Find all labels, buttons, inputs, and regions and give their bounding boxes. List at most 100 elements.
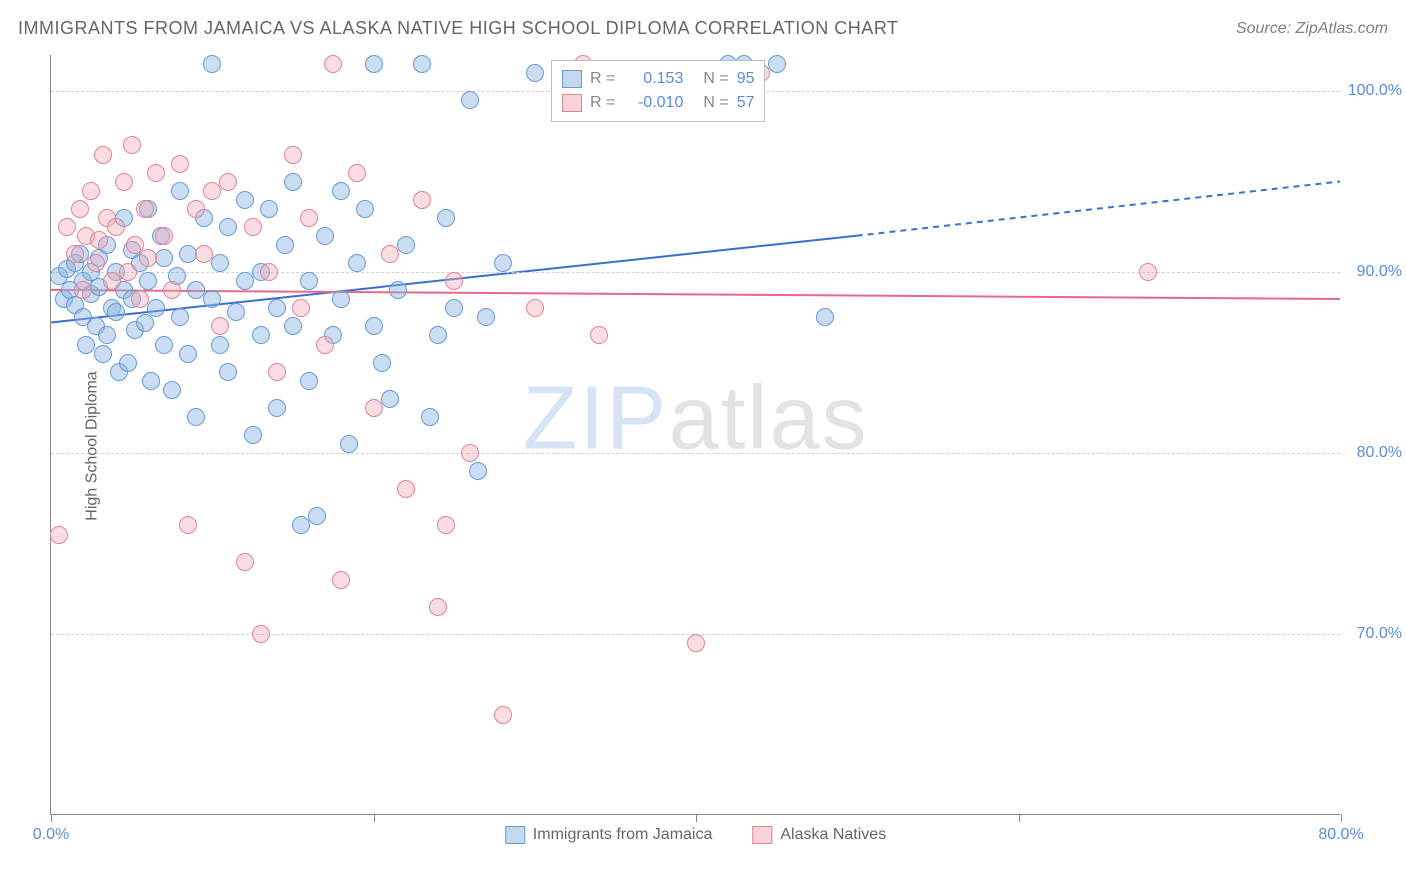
y-tick-label: 70.0% (1357, 625, 1402, 643)
data-point (147, 299, 165, 317)
data-point (163, 381, 181, 399)
data-point (268, 399, 286, 417)
data-point (187, 200, 205, 218)
data-point (236, 272, 254, 290)
correlation-legend: R = 0.153 N = 95 R = -0.010 N = 57 (551, 60, 765, 122)
data-point (284, 146, 302, 164)
data-point (260, 200, 278, 218)
r-label: R = (590, 70, 615, 88)
data-point (461, 444, 479, 462)
data-point (142, 372, 160, 390)
data-point (155, 227, 173, 245)
data-point (332, 571, 350, 589)
y-tick-label: 90.0% (1357, 263, 1402, 281)
data-point (300, 209, 318, 227)
data-point (437, 516, 455, 534)
data-point (284, 173, 302, 191)
data-point (260, 263, 278, 281)
data-point (50, 526, 68, 544)
data-point (244, 426, 262, 444)
data-point (203, 182, 221, 200)
data-point (103, 272, 121, 290)
data-point (348, 164, 366, 182)
data-point (413, 191, 431, 209)
n-value: 57 (737, 94, 755, 112)
data-point (155, 336, 173, 354)
data-point (768, 55, 786, 73)
data-point (316, 227, 334, 245)
data-point (494, 254, 512, 272)
data-point (211, 317, 229, 335)
data-point (236, 191, 254, 209)
data-point (244, 218, 262, 236)
r-value: -0.010 (623, 94, 683, 112)
data-point (179, 345, 197, 363)
data-point (139, 272, 157, 290)
data-point (171, 308, 189, 326)
data-point (119, 354, 137, 372)
data-point (58, 218, 76, 236)
data-point (526, 299, 544, 317)
data-point (119, 263, 137, 281)
data-point (348, 254, 366, 272)
n-label: N = (703, 94, 728, 112)
data-point (373, 354, 391, 372)
data-point (236, 553, 254, 571)
data-point (397, 236, 415, 254)
legend-swatch (562, 70, 582, 88)
data-point (171, 155, 189, 173)
legend-row: R = 0.153 N = 95 (562, 67, 754, 91)
source-citation: Source: ZipAtlas.com (1236, 20, 1388, 38)
data-point (340, 435, 358, 453)
data-point (90, 231, 108, 249)
x-tick-label: 80.0% (1318, 826, 1363, 844)
data-point (139, 249, 157, 267)
data-point (252, 625, 270, 643)
gridline (51, 453, 1340, 454)
data-point (300, 372, 318, 390)
data-point (155, 249, 173, 267)
data-point (1139, 263, 1157, 281)
legend-item: Immigrants from Jamaica (505, 826, 713, 844)
x-tick (1341, 814, 1342, 822)
data-point (365, 317, 383, 335)
legend-swatch (505, 826, 525, 844)
series-legend: Immigrants from Jamaica Alaska Natives (505, 826, 886, 844)
data-point (526, 64, 544, 82)
x-tick-label: 0.0% (33, 826, 69, 844)
n-label: N = (703, 70, 728, 88)
legend-item: Alaska Natives (752, 826, 886, 844)
data-point (389, 281, 407, 299)
data-point (131, 290, 149, 308)
data-point (219, 218, 237, 236)
data-point (437, 209, 455, 227)
data-point (292, 299, 310, 317)
data-point (123, 136, 141, 154)
data-point (365, 399, 383, 417)
data-point (381, 245, 399, 263)
data-point (324, 55, 342, 73)
legend-swatch (562, 94, 582, 112)
data-point (300, 272, 318, 290)
scatter-chart-area: ZIPatlas 70.0%80.0%90.0%100.0%0.0%80.0% … (50, 55, 1340, 815)
data-point (332, 290, 350, 308)
data-point (163, 281, 181, 299)
data-point (397, 480, 415, 498)
data-point (203, 290, 221, 308)
data-point (494, 706, 512, 724)
data-point (94, 146, 112, 164)
data-point (687, 634, 705, 652)
data-point (94, 345, 112, 363)
data-point (477, 308, 495, 326)
data-point (816, 308, 834, 326)
data-point (590, 326, 608, 344)
data-point (74, 281, 92, 299)
data-point (107, 218, 125, 236)
data-point (284, 317, 302, 335)
n-value: 95 (737, 70, 755, 88)
data-point (171, 182, 189, 200)
data-point (276, 236, 294, 254)
data-point (268, 363, 286, 381)
x-tick (51, 814, 52, 822)
r-label: R = (590, 94, 615, 112)
